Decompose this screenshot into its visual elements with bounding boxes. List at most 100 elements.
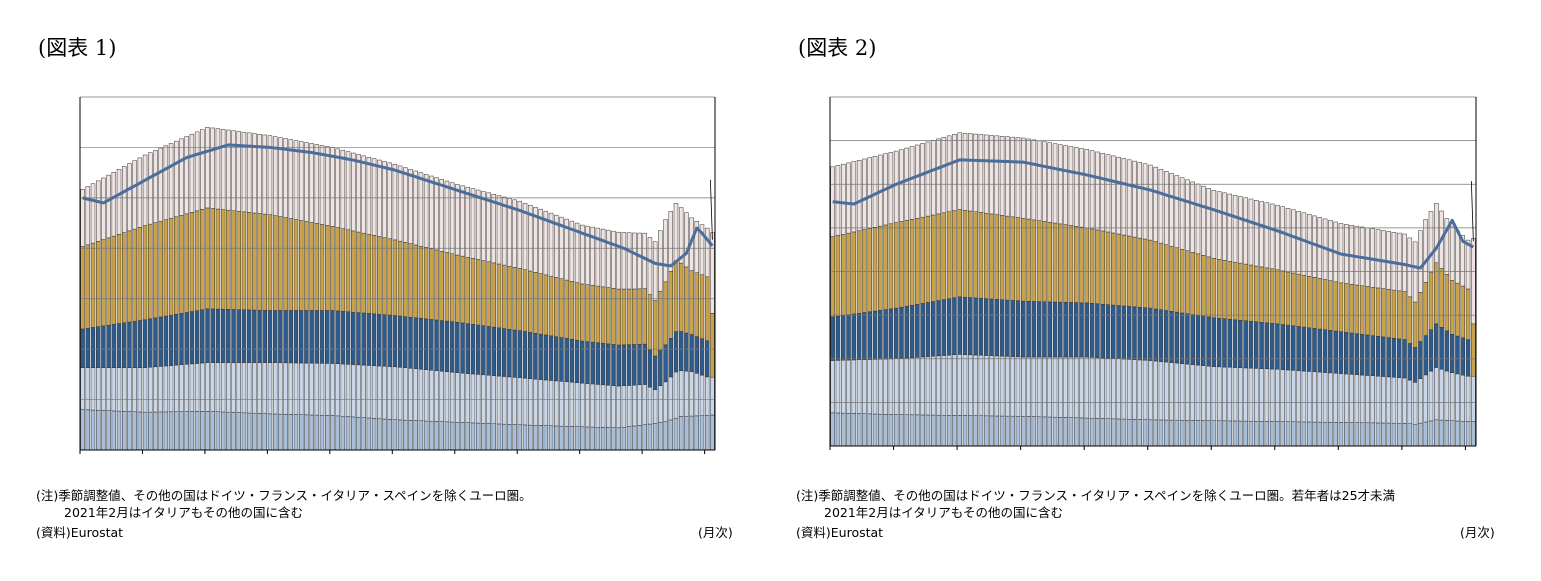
bar-france: [439, 370, 444, 422]
bar-italy: [611, 344, 616, 386]
bar-italy: [1021, 300, 1026, 358]
bar-france: [611, 385, 616, 428]
bar-france: [309, 362, 314, 416]
bar-spain: [298, 220, 304, 311]
unemployment-rate-line: [832, 158, 1475, 270]
bar-others: [1010, 136, 1015, 218]
bar-france: [668, 376, 673, 421]
bar-germany: [309, 414, 314, 451]
bar-spain: [1169, 245, 1174, 312]
bar-france: [220, 362, 226, 413]
bar-france: [899, 358, 904, 415]
bar-others: [920, 143, 925, 218]
bar-germany: [915, 414, 920, 447]
bar-germany: [548, 425, 554, 451]
bar-others: [606, 229, 611, 288]
bar-germany: [1105, 418, 1111, 447]
bar-germany: [1306, 421, 1312, 447]
bar-france: [293, 362, 299, 415]
bar-spain: [246, 212, 252, 311]
bar-italy: [867, 311, 872, 360]
bar-spain: [1163, 244, 1169, 311]
bar-others: [642, 232, 647, 289]
bar-others: [1042, 141, 1047, 222]
bar-others: [1047, 142, 1053, 223]
bar-others: [1455, 230, 1460, 284]
bar-spain: [1471, 323, 1476, 377]
bar-others: [132, 160, 137, 230]
bar-france: [408, 368, 413, 421]
bar-italy: [835, 315, 841, 361]
bar-spain: [1137, 237, 1143, 308]
bar-france: [1412, 382, 1418, 425]
bar-france: [215, 362, 221, 413]
bar-france: [1174, 362, 1180, 421]
bar-others: [1163, 171, 1169, 245]
bar-italy: [174, 314, 179, 366]
figure-2-source: (資料)Eurostat: [796, 525, 884, 540]
bar-italy: [1222, 318, 1227, 368]
bar-spain: [1455, 282, 1460, 337]
bar-others: [946, 135, 952, 212]
bar-others: [184, 136, 189, 215]
bar-spain: [1291, 272, 1296, 327]
bar-france: [132, 367, 137, 413]
bar-germany: [304, 414, 309, 451]
bar-spain: [1153, 241, 1158, 310]
bar-italy: [444, 320, 450, 372]
bar-spain: [90, 242, 96, 328]
bar-germany: [293, 414, 299, 451]
bar-italy: [522, 331, 528, 379]
bar-others: [899, 149, 904, 222]
bar-germany: [80, 409, 85, 451]
bar-germany: [1402, 423, 1407, 447]
bar-germany: [1089, 417, 1095, 447]
bar-france: [893, 358, 899, 415]
bar-italy: [1052, 301, 1058, 358]
bar-italy: [1391, 338, 1397, 378]
bar-france: [283, 362, 288, 415]
bar-spain: [699, 274, 705, 339]
bar-others: [278, 137, 283, 217]
bar-france: [236, 362, 241, 413]
bar-italy: [455, 322, 460, 373]
bar-italy: [507, 329, 512, 378]
bar-others: [1460, 235, 1466, 287]
bar-france: [957, 354, 962, 416]
bar-italy: [1010, 300, 1015, 357]
bar-germany: [361, 417, 366, 451]
bar-others: [377, 159, 382, 237]
bar-others: [116, 169, 122, 235]
bar-spain: [1344, 283, 1349, 333]
bar-france: [1449, 372, 1455, 421]
bar-spain: [606, 287, 611, 345]
bar-others: [1148, 164, 1153, 241]
last-value-leader: [709, 179, 713, 240]
bar-spain: [522, 269, 528, 332]
bar-italy: [673, 331, 679, 373]
bar-italy: [647, 349, 653, 388]
bar-spain: [941, 212, 947, 300]
bar-others: [1190, 181, 1195, 253]
bar-germany: [475, 422, 481, 451]
bar-italy: [862, 312, 867, 360]
bar-spain: [236, 211, 241, 310]
bar-spain: [590, 285, 595, 343]
bar-others: [595, 227, 601, 287]
bar-france: [288, 362, 294, 415]
bar-spain: [325, 225, 330, 311]
bar-germany: [111, 410, 117, 451]
bar-italy: [642, 343, 647, 385]
bar-others: [952, 134, 957, 211]
bar-spain: [621, 288, 627, 346]
figure-1: (図表 1) (注)季節調整値、その他の国はドイツ・フランス・イタリア・スペイン…: [0, 0, 770, 581]
bar-spain: [899, 221, 904, 308]
bar-italy: [830, 316, 835, 361]
bar-italy: [1375, 336, 1381, 377]
bar-italy: [1301, 326, 1307, 372]
bar-germany: [642, 424, 647, 451]
bar-germany: [1418, 422, 1423, 447]
bar-others: [1015, 137, 1021, 218]
bar-italy: [132, 321, 137, 368]
bar-others: [267, 135, 273, 215]
